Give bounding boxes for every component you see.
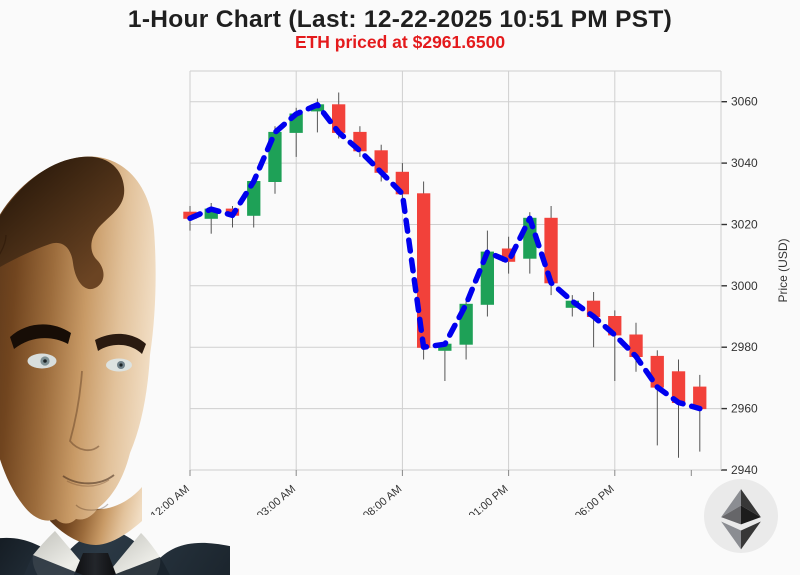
svg-text:3040: 3040: [731, 156, 758, 170]
svg-text:2960: 2960: [731, 402, 758, 416]
svg-text:3000: 3000: [731, 279, 758, 293]
svg-text:3020: 3020: [731, 218, 758, 232]
svg-text:Price (USD): Price (USD): [776, 238, 790, 302]
svg-text:2980: 2980: [731, 340, 758, 354]
svg-text:2940: 2940: [731, 463, 758, 477]
svg-text:3060: 3060: [731, 95, 758, 109]
